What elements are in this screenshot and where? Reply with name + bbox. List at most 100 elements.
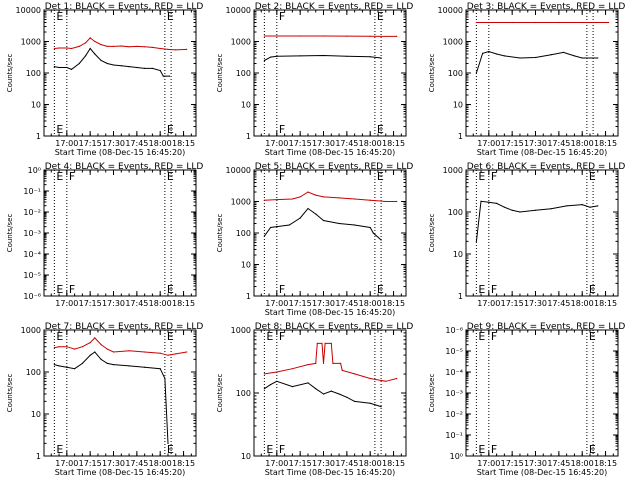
data-point [100,44,102,46]
data-point [168,75,171,77]
data-point [396,200,398,203]
data-point [100,344,102,346]
data-point [89,342,91,344]
data-point [270,384,272,386]
x-tick-label: 17:15 [79,139,102,148]
x-tick-label: 18:00 [359,139,382,148]
data-point [58,365,60,367]
x-tick-label: 17:00 [477,139,500,148]
data-point [84,55,87,57]
data-point [128,350,130,352]
x-tick-label: 17:30 [312,459,335,468]
marker-label: E [56,123,63,136]
x-tick-label: 17:00 [265,459,288,468]
x-tick-label: 17:30 [524,139,547,148]
x-tick-label: 17:00 [265,139,288,148]
panel-det-3: Det 3: BLACK = Events, RED = LLD Counts/s… [428,2,625,157]
data-point [562,51,565,54]
x-tick-label: 18:15 [594,139,617,148]
data-point [291,386,293,388]
data-point [186,351,188,353]
lld-series-line [54,37,187,51]
lld-series-line [264,191,397,202]
data-point [372,232,374,234]
data-point [354,224,356,226]
y-tick-label: 10 [241,101,251,110]
data-point [573,55,576,57]
x-tick-label: 18:00 [359,459,382,468]
marker-label: E [589,170,596,183]
data-point [53,47,56,50]
data-point [58,47,60,49]
data-point [89,37,91,39]
data-point [566,205,568,207]
marker-label: F [279,330,285,343]
data-point [66,366,68,368]
data-point [534,56,537,59]
data-point [475,72,477,74]
y-tick-label: 1000 [231,38,251,47]
data-point [519,57,521,59]
data-point [81,346,83,348]
panel-title: Det 9: BLACK = Events, RED = LLD [467,322,626,332]
y-axis-label: Counts/sec [216,374,224,413]
panel-det-7: Det 7: BLACK = Events, RED = LLD Counts/s… [6,322,203,477]
marker-label: E [167,123,174,136]
data-point [315,213,317,215]
y-axis-label: Counts/sec [6,374,14,413]
data-point [558,21,560,24]
data-point [534,209,537,211]
data-point [299,35,301,37]
data-point [128,365,130,367]
x-tick-label: 18:00 [149,299,172,308]
data-point [496,53,498,55]
y-tick-label: 100 [448,208,463,217]
data-point [396,377,398,380]
events-series-line [54,351,169,444]
data-point [53,66,56,68]
data-point [89,47,91,50]
x-tick-label: 17:45 [335,299,358,308]
data-point [175,353,177,355]
data-point [321,342,323,344]
data-point [164,377,166,380]
x-tick-label: 17:30 [524,459,547,468]
marker-label: E [377,170,384,183]
y-tick-label: 1000 [21,326,41,335]
y-tick-label: 100 [236,389,251,398]
data-point [106,348,108,350]
data-point [488,50,490,53]
marker-label: F [279,283,285,296]
data-point [89,354,91,356]
data-point [482,52,484,55]
marker-label: E [377,10,384,23]
x-tick-label: 18:00 [571,299,594,308]
marker-label: F [491,443,497,456]
x-tick-label: 17:45 [335,139,358,148]
data-point [151,46,153,49]
x-tick-label: 17:30 [312,299,335,308]
y-axis-label: Counts/sec [6,214,14,253]
x-tick-label: 17:15 [501,139,524,148]
data-point [385,380,387,382]
data-point [475,240,477,242]
x-tick-label: 17:30 [524,299,547,308]
panel-title: Det 8: BLACK = Events, RED = LLD [255,322,414,332]
data-point [144,366,146,368]
y-tick-label: 10⁻⁶ [23,292,41,301]
marker-label: E [56,330,63,343]
data-point [324,342,326,344]
data-point [66,66,68,69]
data-point [581,21,583,24]
data-point [354,198,356,200]
data-point [322,362,325,364]
data-point [480,200,482,202]
x-tick-label: 17:45 [547,139,570,148]
x-axis-label: Start Time (08-Dec-15 16:45:20) [265,468,396,477]
data-point [128,66,130,68]
data-point [338,222,340,225]
x-tick-label: 17:45 [125,459,148,468]
marker-label: F [279,170,285,183]
data-point [299,196,301,198]
marker-label: F [69,283,75,296]
